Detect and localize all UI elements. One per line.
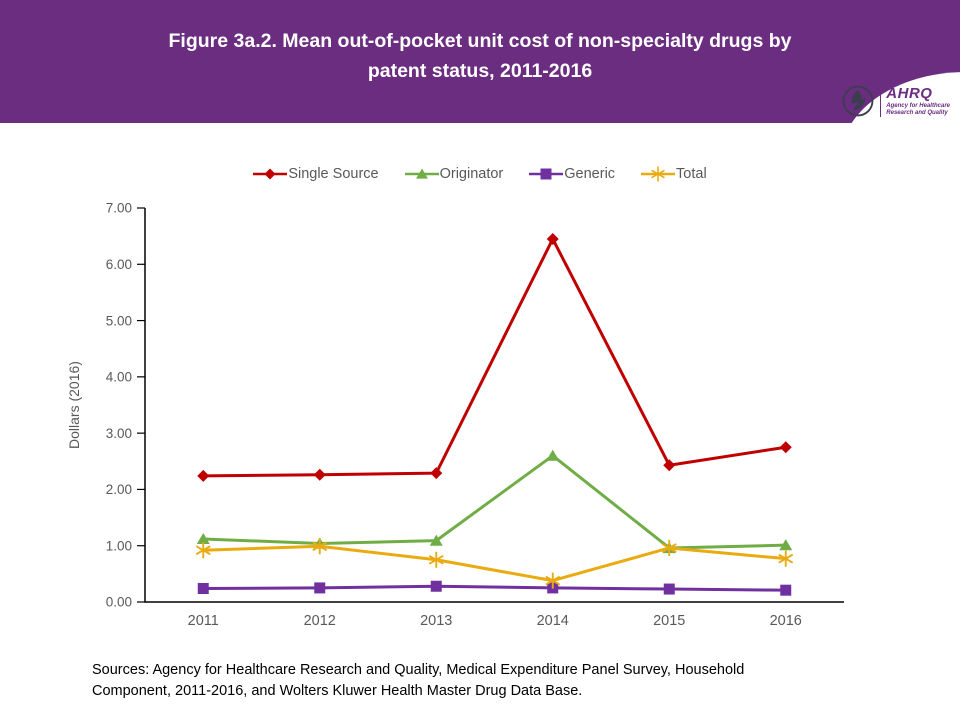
- legend-marker-diamond: [253, 168, 288, 180]
- square-marker: [540, 168, 552, 180]
- legend-marker-triangle: [404, 168, 439, 179]
- legend-item-single-source: Single Source: [253, 166, 379, 182]
- legend-label: Total: [676, 166, 707, 182]
- source-note-line1: Sources: Agency for Healthcare Research …: [92, 662, 745, 678]
- triangle-marker: [196, 532, 210, 545]
- asterisk-marker: [661, 539, 677, 557]
- logo-abbr: AHRQ: [886, 84, 933, 102]
- y-axis-title: Dollars (2016): [66, 361, 82, 449]
- y-tick-label: 6.00: [106, 257, 132, 272]
- square-marker: [197, 582, 209, 594]
- x-tick-label: 2015: [653, 613, 685, 629]
- y-tick-label: 5.00: [106, 313, 132, 328]
- logo-text: AHRQ Agency for Healthcare Research and …: [886, 86, 950, 117]
- axis-lines: [144, 208, 844, 603]
- asterisk-marker: [428, 551, 444, 568]
- triangle-marker: [429, 534, 443, 546]
- logo-tagline-line2: Research and Quality: [886, 109, 948, 116]
- series-line-total: [201, 544, 788, 583]
- asterisk-marker: [545, 572, 561, 589]
- logo-tagline: Agency for Healthcare Research and Quali…: [886, 103, 950, 117]
- square-marker: [780, 584, 792, 596]
- source-note: Sources: Agency for Healthcare Research …: [92, 660, 744, 701]
- figure-title: Figure 3a.2. Mean out-of-pocket unit cos…: [0, 26, 960, 86]
- y-tick-label: 0.00: [106, 595, 132, 610]
- legend-label: Single Source: [288, 166, 379, 182]
- legend-label: Originator: [439, 166, 504, 182]
- chart-legend: Single Source Originator Generic Total: [0, 166, 960, 182]
- triangle-marker: [779, 539, 793, 551]
- y-tick-label: 2.00: [106, 482, 132, 497]
- x-tick-label: 2013: [420, 613, 452, 629]
- logo-tagline-line1: Agency for Healthcare: [886, 102, 950, 109]
- hhs-eagle-icon: [842, 85, 874, 117]
- diamond-marker: [264, 168, 276, 180]
- y-tick-label: 4.00: [106, 370, 132, 385]
- legend-item-total: Total: [641, 166, 707, 182]
- diamond-marker: [197, 469, 210, 482]
- asterisk-marker: [651, 166, 665, 182]
- square-marker: [430, 580, 442, 592]
- triangle-marker: [415, 168, 428, 179]
- diamond-marker: [430, 467, 443, 480]
- logo-divider: [880, 85, 882, 117]
- header-banner: Figure 3a.2. Mean out-of-pocket unit cos…: [0, 0, 960, 123]
- y-tick-label: 1.00: [106, 538, 132, 553]
- legend-marker-asterisk: [641, 166, 676, 182]
- x-tick-label: 2016: [770, 613, 802, 629]
- ahrq-logo: AHRQ Agency for Healthcare Research and …: [841, 84, 950, 118]
- x-tick-label: 2014: [537, 613, 569, 629]
- source-note-line2: Component, 2011-2016, and Wolters Kluwer…: [92, 682, 583, 699]
- diamond-marker: [546, 232, 559, 245]
- asterisk-marker: [778, 550, 794, 567]
- x-tick-label: 2012: [304, 613, 336, 629]
- legend-marker-square: [529, 168, 564, 180]
- y-tick-label: 3.00: [106, 426, 132, 441]
- diamond-marker: [313, 468, 326, 481]
- legend-label: Generic: [564, 166, 616, 182]
- figure-title-line1: Figure 3a.2. Mean out-of-pocket unit cos…: [168, 30, 792, 52]
- triangle-marker: [546, 449, 560, 461]
- asterisk-marker: [195, 542, 211, 559]
- legend-item-generic: Generic: [529, 166, 615, 182]
- series-line-single-source: [201, 237, 788, 478]
- x-tick-label: 2011: [188, 613, 219, 629]
- legend-item-originator: Originator: [404, 166, 504, 182]
- series-line-generic: [201, 584, 788, 592]
- diamond-marker: [779, 441, 792, 454]
- square-marker: [663, 583, 675, 595]
- y-tick-label: 7.00: [106, 201, 132, 216]
- series-line-originator: [201, 454, 788, 550]
- asterisk-marker: [312, 538, 328, 555]
- figure-title-line2: patent status, 2011-2016: [367, 60, 593, 82]
- square-marker: [314, 582, 326, 594]
- diamond-marker: [663, 459, 676, 472]
